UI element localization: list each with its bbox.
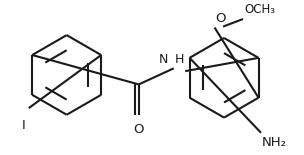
- Text: I: I: [22, 119, 26, 132]
- Text: OCH₃: OCH₃: [244, 3, 275, 16]
- Text: O: O: [133, 123, 144, 136]
- Text: NH₂: NH₂: [262, 136, 287, 149]
- Text: N: N: [159, 53, 168, 66]
- Text: H: H: [175, 53, 184, 66]
- Text: O: O: [216, 12, 226, 25]
